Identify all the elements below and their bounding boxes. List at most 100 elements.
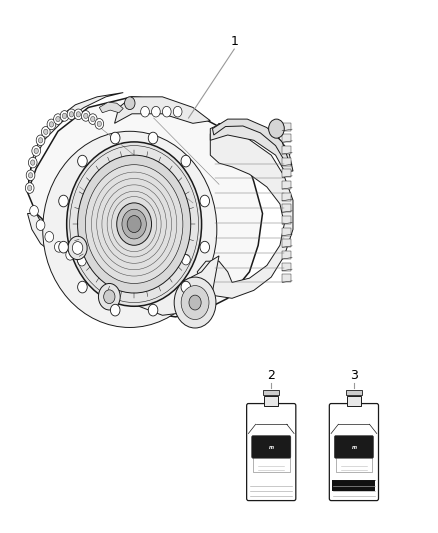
Circle shape [268, 119, 284, 138]
Circle shape [85, 165, 183, 284]
Text: 1: 1 [230, 35, 238, 47]
Circle shape [127, 216, 141, 232]
Circle shape [152, 107, 160, 117]
Circle shape [59, 241, 68, 253]
Circle shape [91, 116, 95, 122]
Circle shape [39, 138, 43, 143]
Circle shape [60, 111, 69, 121]
Polygon shape [28, 93, 123, 190]
Bar [282, 263, 291, 271]
Circle shape [28, 185, 32, 191]
Bar [282, 169, 291, 177]
Circle shape [47, 119, 56, 130]
Circle shape [122, 209, 146, 239]
Circle shape [25, 183, 34, 193]
Circle shape [99, 284, 120, 310]
Polygon shape [115, 97, 210, 123]
FancyBboxPatch shape [252, 435, 291, 458]
Bar [253, 437, 290, 472]
Circle shape [66, 249, 74, 260]
FancyBboxPatch shape [247, 403, 296, 500]
Circle shape [31, 160, 35, 165]
Bar [282, 228, 291, 236]
Circle shape [36, 135, 45, 146]
Circle shape [95, 118, 104, 129]
FancyBboxPatch shape [334, 435, 374, 458]
Circle shape [181, 286, 209, 319]
Polygon shape [99, 102, 123, 113]
Circle shape [62, 114, 67, 118]
Circle shape [189, 295, 201, 310]
Circle shape [30, 206, 39, 216]
Circle shape [141, 107, 149, 117]
Circle shape [68, 236, 87, 260]
Circle shape [67, 142, 201, 306]
Circle shape [78, 155, 87, 167]
Circle shape [69, 112, 74, 117]
Text: m: m [351, 446, 357, 450]
Bar [265, 396, 278, 406]
Circle shape [97, 121, 102, 126]
Circle shape [78, 281, 87, 293]
Bar [347, 396, 361, 406]
Bar [282, 123, 291, 131]
Circle shape [56, 116, 60, 122]
Circle shape [53, 114, 62, 124]
Circle shape [110, 304, 120, 316]
Circle shape [36, 220, 45, 230]
Polygon shape [80, 256, 219, 316]
Circle shape [59, 195, 68, 207]
Circle shape [110, 132, 120, 144]
Circle shape [72, 241, 83, 254]
Polygon shape [28, 97, 262, 317]
Circle shape [78, 255, 86, 266]
Polygon shape [197, 123, 293, 298]
Bar [282, 146, 291, 154]
Circle shape [103, 261, 112, 272]
Circle shape [81, 111, 90, 121]
Circle shape [49, 122, 53, 127]
Circle shape [155, 259, 164, 269]
Text: 2: 2 [267, 369, 275, 382]
Ellipse shape [43, 131, 217, 327]
Circle shape [142, 260, 151, 271]
FancyBboxPatch shape [329, 403, 378, 500]
Bar [336, 437, 372, 472]
Circle shape [34, 148, 39, 154]
Circle shape [74, 109, 83, 119]
Bar [282, 181, 291, 189]
Circle shape [45, 231, 53, 242]
Circle shape [200, 241, 209, 253]
Bar [332, 480, 375, 491]
Bar [282, 205, 291, 213]
Bar [282, 193, 291, 201]
Circle shape [148, 132, 158, 144]
Circle shape [169, 256, 177, 267]
Circle shape [90, 259, 99, 270]
Circle shape [182, 254, 190, 265]
Circle shape [181, 281, 191, 293]
Circle shape [28, 173, 33, 178]
Circle shape [67, 109, 76, 119]
Circle shape [54, 241, 63, 252]
Polygon shape [210, 120, 293, 171]
Circle shape [174, 277, 216, 328]
Circle shape [78, 155, 191, 293]
Circle shape [129, 261, 138, 272]
Bar [282, 239, 291, 247]
Circle shape [26, 170, 35, 181]
Text: m: m [268, 446, 274, 450]
Circle shape [116, 262, 125, 272]
Circle shape [148, 304, 158, 316]
Circle shape [104, 290, 115, 304]
Polygon shape [212, 119, 289, 160]
Circle shape [44, 129, 48, 134]
Circle shape [84, 114, 88, 118]
Polygon shape [28, 214, 193, 272]
Circle shape [88, 114, 97, 124]
Circle shape [162, 107, 171, 117]
Circle shape [117, 203, 152, 245]
Circle shape [124, 97, 135, 110]
Bar [282, 274, 291, 282]
Circle shape [28, 157, 37, 168]
